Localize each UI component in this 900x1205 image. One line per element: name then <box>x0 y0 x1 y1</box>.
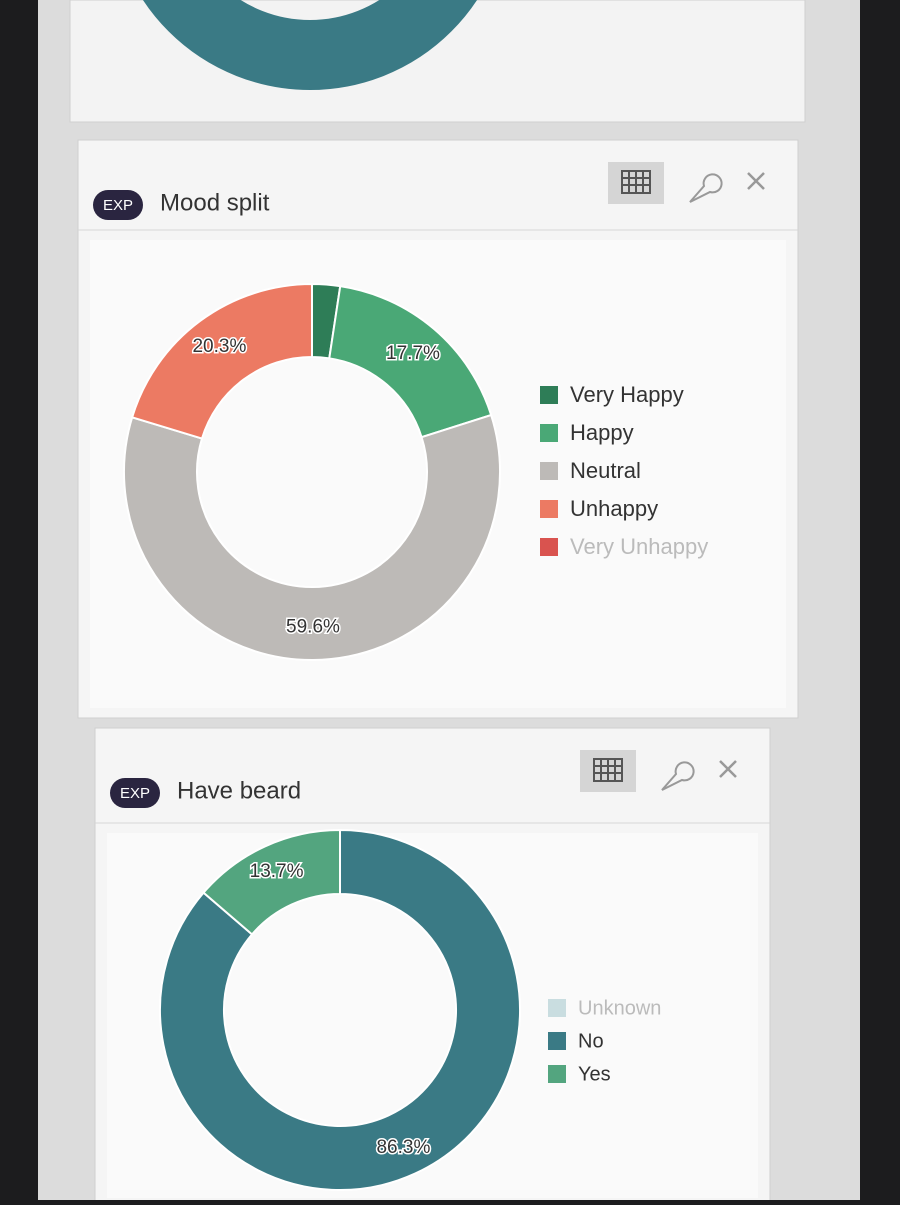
legend-swatch <box>548 1065 566 1083</box>
data-label: 17.7% <box>386 343 440 364</box>
donut-slice <box>123 413 501 661</box>
legend-label: Unhappy <box>570 496 658 521</box>
prev-chart <box>143 0 477 90</box>
legend-label: Happy <box>570 420 634 445</box>
data-label: 59.6% <box>286 617 340 638</box>
data-label: 13.7% <box>250 861 304 882</box>
legend-label: Unknown <box>578 997 661 1019</box>
panel-title: Have beard <box>177 777 301 804</box>
donut-slice <box>130 282 313 440</box>
prev-donut <box>143 0 477 90</box>
settings-button[interactable] <box>661 761 695 791</box>
legend-label: Yes <box>578 1063 611 1085</box>
table-icon <box>621 170 651 194</box>
legend-swatch <box>540 386 558 404</box>
panel-title: Mood split <box>160 189 270 216</box>
badge <box>93 190 143 220</box>
legend-label: Very Happy <box>570 382 684 407</box>
data-label: 20.3% <box>192 336 246 357</box>
badge <box>110 778 160 808</box>
legend-swatch <box>548 999 566 1017</box>
legend-swatch <box>548 1032 566 1050</box>
legend-label: No <box>578 1030 604 1052</box>
legend-swatch <box>540 462 558 480</box>
donut-slice <box>202 828 341 936</box>
badge-text: EXP <box>103 197 133 214</box>
settings-button[interactable] <box>689 173 723 203</box>
legend-swatch <box>540 500 558 518</box>
legend-label: Very Unhappy <box>570 534 708 559</box>
donut-slice <box>159 828 521 1191</box>
badge-text: EXP <box>120 785 150 802</box>
legend-swatch <box>540 424 558 442</box>
legend-label: Neutral <box>570 458 641 483</box>
legend-swatch <box>540 538 558 556</box>
close-button[interactable] <box>719 760 737 778</box>
table-icon <box>593 758 623 782</box>
data-label: 86.3% <box>376 1137 430 1158</box>
close-button[interactable] <box>747 172 765 190</box>
